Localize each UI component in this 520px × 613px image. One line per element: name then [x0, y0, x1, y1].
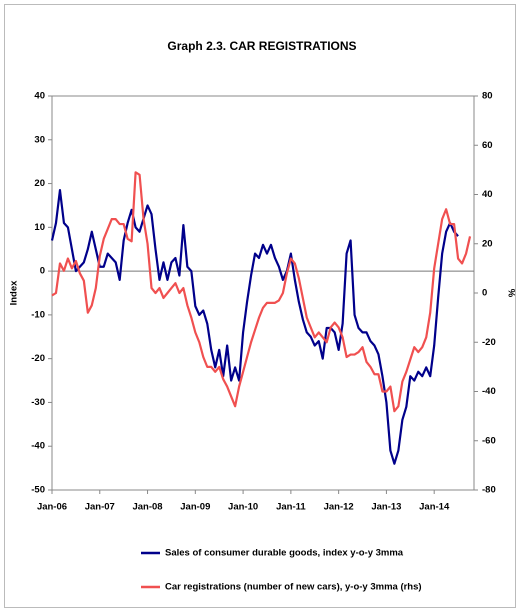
y2-tick-label: -40 — [482, 386, 496, 397]
y2-tick-label: -60 — [482, 435, 496, 446]
y-tick-label: -50 — [31, 485, 45, 496]
frame — [4, 4, 516, 608]
y2-tick-label: 40 — [482, 189, 493, 200]
y2-axis-label: % — [505, 289, 516, 298]
x-tick-label: Jan-07 — [85, 502, 115, 513]
y-tick-label: 10 — [34, 222, 45, 233]
chart-title: Graph 2.3. CAR REGISTRATIONS — [167, 39, 356, 53]
legend-label: Car registrations (number of new cars), … — [165, 582, 422, 593]
x-tick-label: Jan-14 — [419, 502, 450, 513]
x-tick-label: Jan-12 — [324, 502, 354, 513]
x-tick-label: Jan-09 — [180, 502, 210, 513]
y-tick-label: 20 — [34, 178, 45, 189]
y-tick-label: 0 — [40, 266, 45, 277]
series-line — [51, 171, 472, 413]
y-tick-label: -30 — [31, 397, 45, 408]
y-tick-label: 40 — [34, 91, 45, 102]
y2-tick-label: 20 — [482, 238, 493, 249]
x-tick-label: Jan-08 — [132, 502, 162, 513]
legend-label: Sales of consumer durable goods, index y… — [165, 548, 404, 559]
x-tick-label: Jan-11 — [276, 502, 306, 513]
y2-tick-label: 0 — [482, 288, 487, 299]
series-line — [50, 189, 459, 465]
y2-tick-label: 80 — [482, 91, 493, 102]
y2-tick-label: 60 — [482, 140, 493, 151]
y-tick-label: 30 — [34, 134, 45, 145]
y2-tick-label: -20 — [482, 337, 496, 348]
y-axis-label: Index — [9, 280, 20, 306]
x-tick-label: Jan-13 — [371, 502, 401, 513]
y-tick-label: -20 — [31, 353, 45, 364]
x-tick-label: Jan-10 — [228, 502, 258, 513]
x-tick-label: Jan-06 — [37, 502, 67, 513]
y-tick-label: -10 — [31, 309, 45, 320]
y-tick-label: -40 — [31, 441, 45, 452]
y2-tick-label: -80 — [482, 485, 496, 496]
